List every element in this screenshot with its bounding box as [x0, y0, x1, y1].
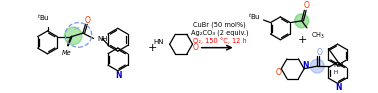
Text: CH$_3$: CH$_3$: [310, 31, 324, 41]
Text: N: N: [335, 83, 342, 92]
Text: HN: HN: [153, 39, 164, 45]
Text: ✂: ✂: [74, 26, 80, 32]
Text: NH: NH: [98, 36, 108, 42]
Text: $^{t}$Bu: $^{t}$Bu: [248, 11, 261, 22]
Text: O: O: [316, 48, 322, 57]
Text: Ag₂CO₃ (2 equiv.): Ag₂CO₃ (2 equiv.): [191, 30, 249, 36]
Text: O: O: [276, 68, 282, 77]
Text: O: O: [304, 1, 310, 9]
Circle shape: [295, 14, 309, 28]
Text: O₂, 150 °C, 12 h: O₂, 150 °C, 12 h: [193, 37, 246, 44]
Text: N: N: [115, 71, 122, 80]
Text: CuBr (50 mol%): CuBr (50 mol%): [194, 22, 246, 28]
Text: O: O: [193, 43, 199, 52]
Text: $^{t}$Bu: $^{t}$Bu: [37, 12, 50, 23]
Text: +: +: [147, 43, 157, 53]
Text: O: O: [84, 16, 90, 25]
Text: NH: NH: [333, 62, 344, 68]
Circle shape: [310, 59, 324, 73]
Text: +: +: [298, 35, 307, 45]
Text: H: H: [333, 70, 337, 75]
Text: N: N: [303, 61, 309, 70]
Text: Me: Me: [61, 50, 71, 56]
Circle shape: [64, 27, 82, 45]
